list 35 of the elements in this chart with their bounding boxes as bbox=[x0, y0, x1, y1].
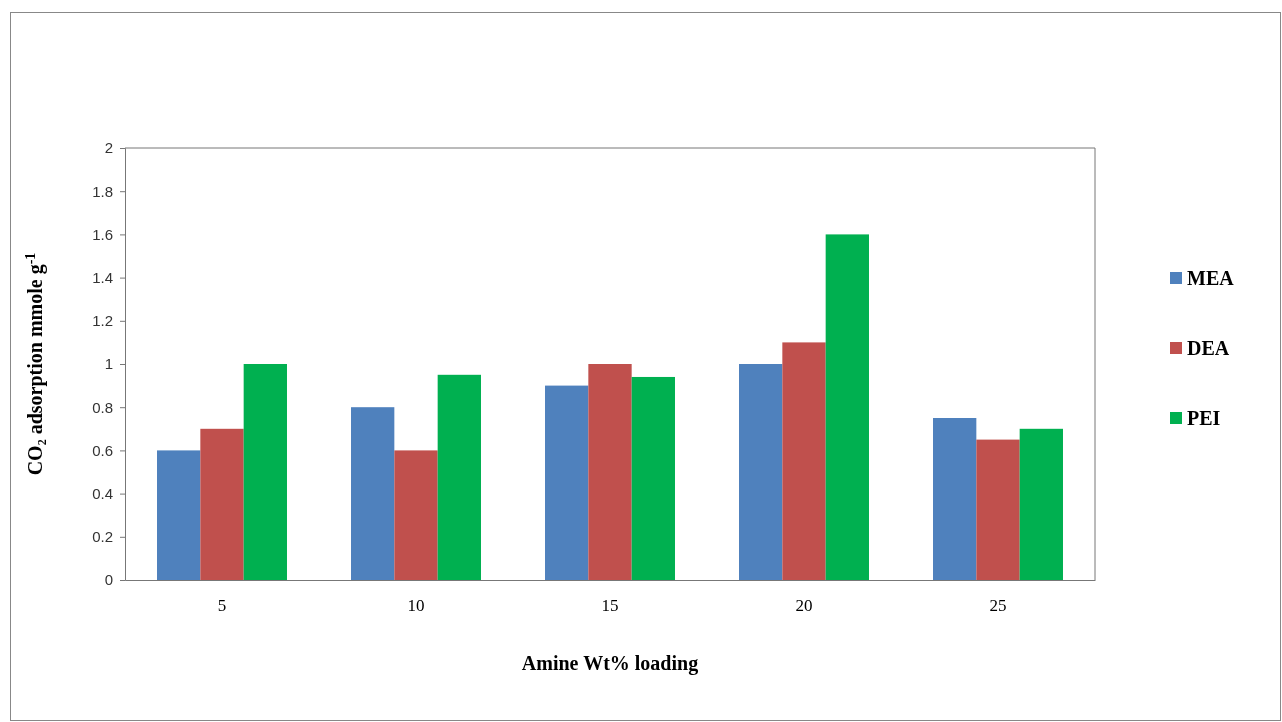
bar bbox=[243, 364, 287, 580]
x-tick-label: 15 bbox=[601, 596, 619, 615]
x-tick-label: 5 bbox=[217, 596, 227, 615]
y-tick-label: 0.6 bbox=[92, 441, 113, 459]
bar bbox=[394, 450, 438, 580]
bar bbox=[200, 428, 244, 580]
bar bbox=[782, 342, 826, 580]
y-tick-label: 0.2 bbox=[92, 528, 113, 546]
x-tick-label: 10 bbox=[407, 596, 425, 615]
y-tick-label: 1.4 bbox=[92, 268, 113, 286]
bar bbox=[157, 450, 201, 580]
bar bbox=[739, 364, 783, 580]
bar bbox=[588, 364, 632, 580]
bar bbox=[976, 439, 1020, 580]
y-tick-label: 1.6 bbox=[92, 225, 113, 243]
legend-label: MEA bbox=[1187, 267, 1235, 289]
x-tick-label: 25 bbox=[989, 596, 1007, 615]
y-tick-label: 2 bbox=[104, 139, 113, 157]
legend-label: PEI bbox=[1187, 407, 1221, 429]
y-tick-label: 0.8 bbox=[92, 398, 113, 416]
bar bbox=[545, 385, 589, 580]
y-tick-label: 0 bbox=[104, 571, 113, 589]
bar bbox=[825, 234, 869, 580]
bar bbox=[1019, 428, 1063, 580]
y-tick-label: 1.2 bbox=[92, 312, 113, 330]
bar bbox=[933, 418, 977, 580]
bar bbox=[631, 376, 675, 580]
x-tick-label: 20 bbox=[795, 596, 813, 615]
y-tick-label: 1 bbox=[104, 355, 113, 373]
bar bbox=[437, 374, 481, 580]
bar bbox=[351, 407, 395, 580]
y-tick-label: 1.8 bbox=[92, 182, 113, 200]
y-tick-label: 0.4 bbox=[92, 484, 113, 502]
legend-label: DEA bbox=[1187, 337, 1230, 359]
x-axis-title: Amine Wt% loading bbox=[521, 652, 699, 675]
